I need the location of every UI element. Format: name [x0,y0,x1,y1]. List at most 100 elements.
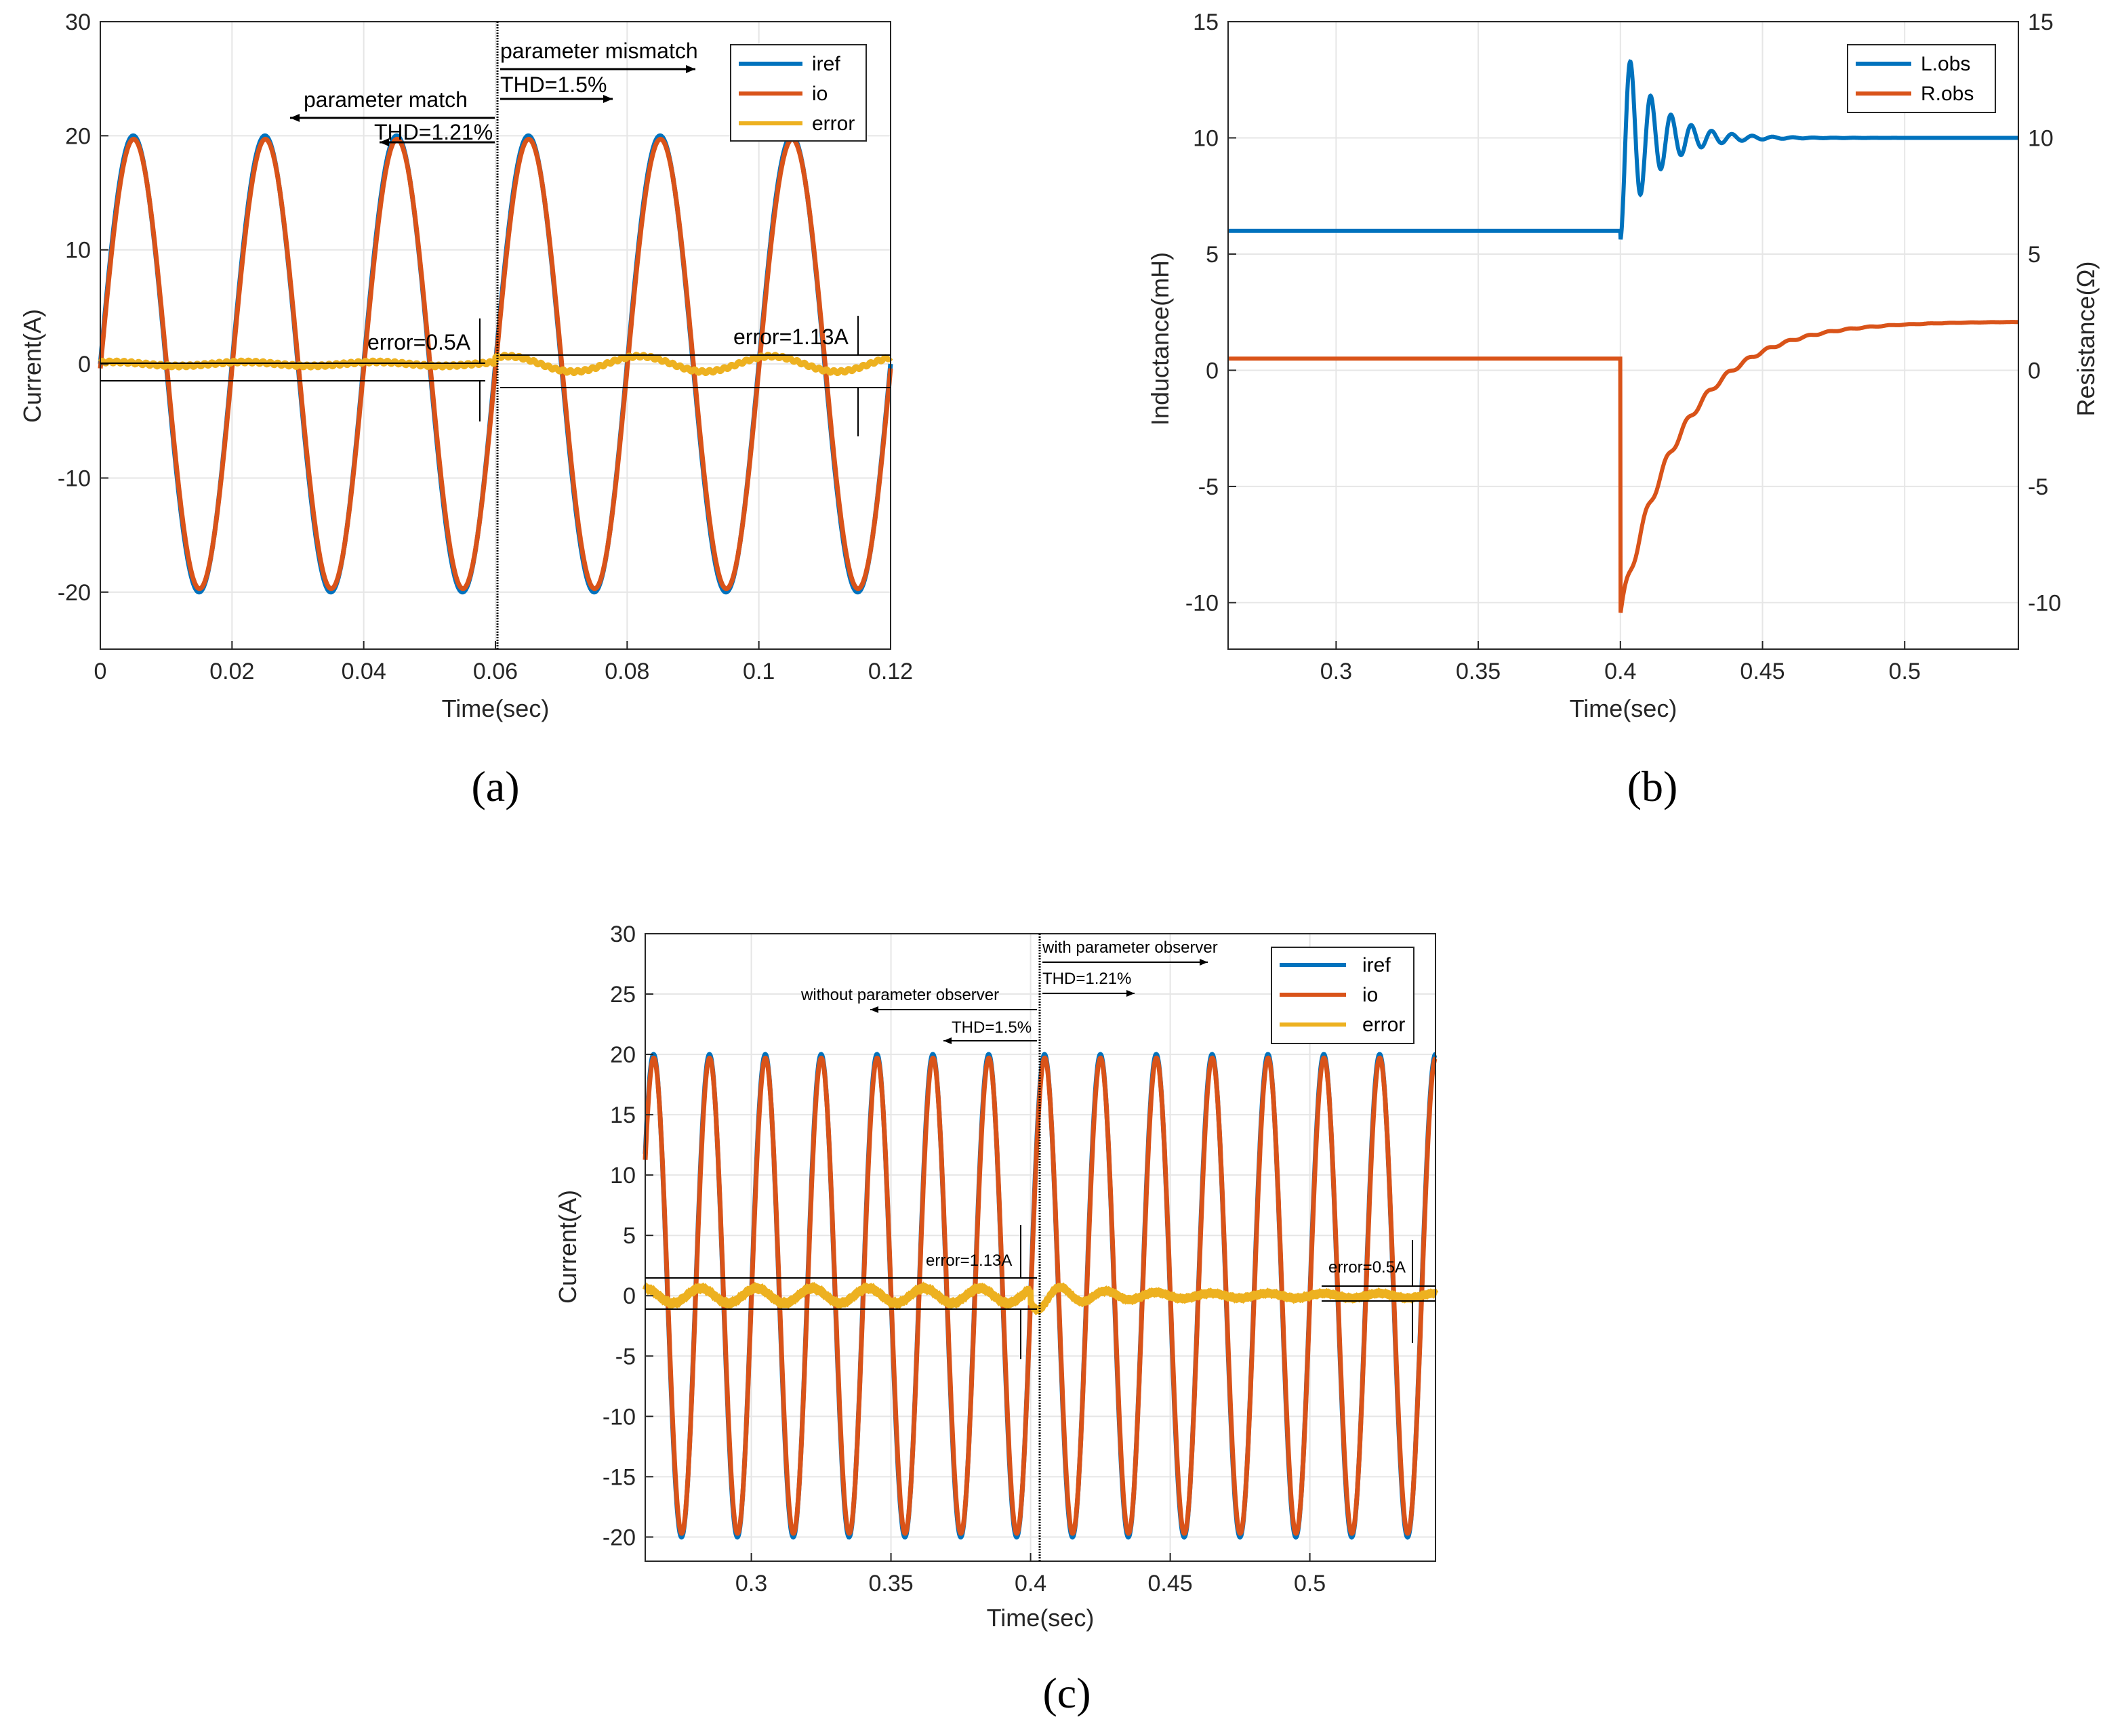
annotations: with parameter observer THD=1.21% withou… [645,934,1435,1561]
annotation-thd-with: THD=1.21% [1042,970,1131,988]
y-axis-label: Current(A) [18,309,46,423]
y-tick-label: -10 [58,466,91,491]
legend-label-error: error [1362,1014,1405,1036]
x-tick-label: 0.5 [1294,1571,1326,1596]
arrowhead [603,95,613,103]
x-axis-label: Time(sec) [1570,695,1677,722]
y-tick-label: -10 [1185,590,1219,616]
x-axis-label: Time(sec) [442,695,550,722]
annotation-mismatch: parameter mismatch [500,39,698,63]
x-tick-label: 0.4 [1604,659,1636,684]
x-ticks: 0.3 0.35 0.4 0.45 0.5 [735,1553,1326,1596]
annotation-error-left: error=1.13A [926,1252,1012,1270]
y-tick-label: -10 [603,1404,636,1430]
x-tick-label: 0.5 [1889,659,1921,684]
legend-label-robs: R.obs [1921,83,1974,105]
y-tick-label: 5 [1206,242,1219,268]
y-tick-label: 0 [78,352,91,377]
arrowhead [290,114,300,122]
series-line-error [642,1281,1439,1316]
y-tick-label: 20 [65,123,91,149]
y-tick-label-right: 15 [2028,9,2054,35]
x-tick-label: 0.4 [1015,1571,1046,1596]
x-tick-label: 0.1 [743,659,775,684]
x-tick-label: 0 [94,659,107,684]
legend-label-error: error [812,112,855,135]
y-axis-label: Inductance(mH) [1146,252,1174,426]
annotation-error-right: error=1.13A [733,325,849,349]
series-line-io [98,136,893,592]
series-line-robs [1228,320,2018,613]
y-tick-label: -5 [1198,474,1219,500]
x-tick-label: 0.06 [473,659,518,684]
plot-frame [1227,21,2019,650]
caption-a: (a) [471,762,519,810]
y-tick-label: -20 [603,1525,636,1550]
y-tick-label: 10 [1193,125,1219,151]
y-tick-label: -15 [603,1464,636,1490]
chart-panel-a: 0 0.02 0.04 0.06 0.08 0.1 0.12 -20 -10 0 10 20 30 p… [18,9,913,810]
y-tick-label-right: -10 [2028,590,2061,616]
annotation-error-right: error=0.5A [1328,1258,1406,1277]
chart-panel-c: 0.3 0.35 0.4 0.45 0.5 -20 -15 -10 -5 0 5 10 15 20 25 3… [554,922,1439,1717]
chart-panel-b: 0.3 0.35 0.4 0.45 0.5 -10 -10 -5 -5 0 0 5 5 10 10 15 15… [1146,9,2100,810]
legend-label-iref: iref [812,53,840,75]
x-tick-label: 0.3 [1320,659,1352,684]
annotation-match: parameter match [304,87,468,112]
y-tick-label-right: 5 [2028,242,2041,268]
y-tick-label: 0 [623,1283,636,1309]
y-tick-label: 15 [610,1102,636,1128]
legend: iref io error [730,44,867,142]
x-tick-label: 0.08 [605,659,649,684]
series-lines [98,133,893,595]
y-axis-label-right: Resistance(Ω) [2072,262,2100,417]
y-axis-label: Current(A) [554,1190,582,1304]
legend: iref io error [1271,947,1414,1044]
x-ticks: 0.3 0.35 0.4 0.45 0.5 [1320,641,1921,684]
annotation-thd-without: THD=1.5% [952,1018,1032,1037]
y-tick-label: 0 [1206,358,1219,384]
annotation-without-observer: without parameter observer [800,986,999,1004]
legend-label-iref: iref [1362,954,1391,976]
y-ticks: -10 -10 -5 -5 0 0 5 5 10 10 15 15 [1185,9,2061,616]
x-axis-label: Time(sec) [987,1604,1095,1632]
y-tick-label: 20 [610,1042,636,1068]
y-tick-label: 5 [623,1223,636,1249]
y-tick-label: -20 [58,580,91,606]
x-tick-label: 0.3 [735,1571,767,1596]
x-ticks: 0 0.02 0.04 0.06 0.08 0.1 0.12 [94,641,913,684]
x-tick-label: 0.45 [1147,1571,1192,1596]
y-tick-label-right: 10 [2028,125,2054,151]
caption-c: (c) [1042,1669,1091,1717]
y-tick-label: 25 [610,982,636,1008]
legend-label-io: io [1362,984,1378,1006]
y-ticks: -20 -15 -10 -5 0 5 10 15 20 25 30 [603,922,653,1550]
legend: L.obs R.obs [1847,44,1996,113]
plot-frame [100,21,891,650]
annotation-error-left: error=0.5A [367,330,471,354]
annotation-thd-mismatch: THD=1.5% [500,73,607,97]
y-tick-label: 15 [1193,9,1219,35]
x-tick-label: 0.12 [868,659,913,684]
series-line-error [98,352,893,376]
legend-label-io: io [812,83,828,105]
x-tick-label: 0.35 [868,1571,913,1596]
series-lines [1228,59,2018,613]
y-tick-label: -5 [615,1344,636,1369]
annotations: parameter mismatch THD=1.5% parameter ma… [100,22,891,649]
y-tick-label: 30 [610,922,636,947]
caption-b: (b) [1627,762,1678,810]
y-tick-label: 10 [65,238,91,264]
x-tick-label: 0.04 [342,659,386,684]
arrowhead [380,138,389,146]
y-tick-label: 30 [65,9,91,35]
y-tick-label: 10 [610,1163,636,1189]
annotation-thd-match: THD=1.21% [374,120,493,144]
x-tick-label: 0.45 [1740,659,1785,684]
legend-label-lobs: L.obs [1921,53,1970,75]
x-tick-label: 0.02 [209,659,254,684]
series-line-lobs [1228,59,2018,240]
annotation-with-observer: with parameter observer [1042,938,1218,957]
y-tick-label-right: 0 [2028,358,2041,384]
